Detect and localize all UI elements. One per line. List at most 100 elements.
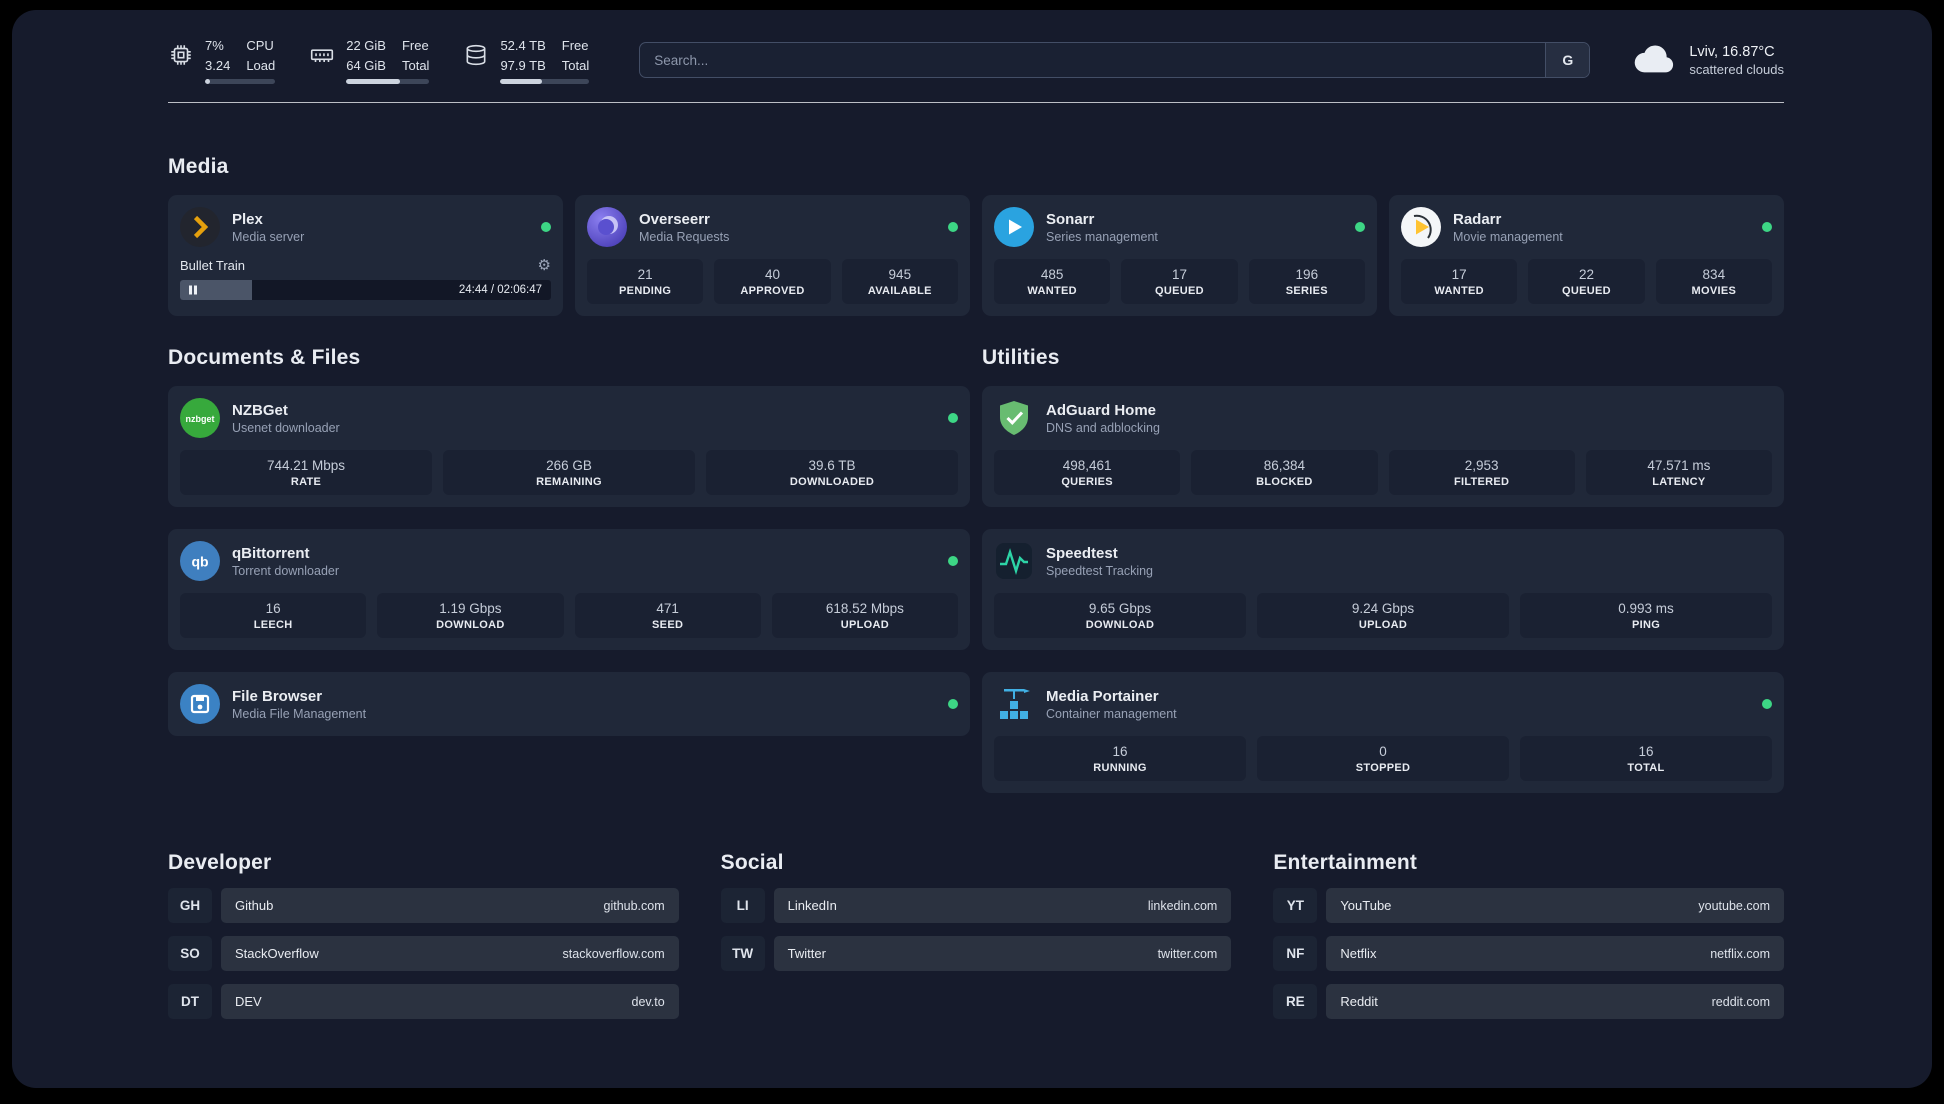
bookmark-abbr: LI <box>720 888 765 923</box>
bookmark-twitter[interactable]: TW Twitter twitter.com <box>720 936 1232 971</box>
dashboard-panel: 7% 3.24 CPU Load <box>12 10 1932 1088</box>
app-card-filebrowser[interactable]: File Browser Media File Management <box>168 672 970 736</box>
search-bar: G <box>639 42 1591 78</box>
app-subtitle: Torrent downloader <box>232 563 340 578</box>
topbar-divider <box>168 102 1784 103</box>
playback-progress-fill <box>180 280 253 300</box>
disk-total-label: Total <box>561 57 590 73</box>
app-subtitle: Series management <box>1046 229 1158 244</box>
bookmark-youtube[interactable]: YT YouTube youtube.com <box>1273 888 1784 923</box>
bookmark-netflix[interactable]: NF Netflix netflix.com <box>1273 936 1784 971</box>
app-subtitle: Speedtest Tracking <box>1046 563 1154 578</box>
bookmark-linkedin[interactable]: LI LinkedIn linkedin.com <box>720 888 1232 923</box>
ram-total-value: 64 GiB <box>346 57 386 73</box>
weather-condition: scattered clouds <box>1689 61 1784 77</box>
bookmark-abbr: NF <box>1273 936 1318 971</box>
bookmark-abbr: DT <box>168 984 212 1019</box>
app-card-sonarr[interactable]: Sonarr Series management 485 WANTED 17 Q… <box>982 195 1377 316</box>
stat-available: 945 AVAILABLE <box>841 259 958 304</box>
ram-values: 22 GiB 64 GiB <box>346 36 386 75</box>
ram-total-label: Total <box>401 57 430 73</box>
bookmark-url: stackoverflow.com <box>562 946 665 961</box>
app-card-qbittorrent[interactable]: qb qBittorrent Torrent downloader 16 <box>168 529 970 650</box>
cpu-load-label: Load <box>246 57 276 73</box>
search-input[interactable] <box>640 43 1546 77</box>
disk-free-value: 52.4 TB <box>500 38 546 53</box>
radarr-icon <box>1401 207 1441 247</box>
section-title-utilities: Utilities <box>982 346 1060 369</box>
now-playing-title: Bullet Train <box>180 258 246 273</box>
bookmark-dev[interactable]: DT DEV dev.to <box>168 984 679 1019</box>
bookmark-abbr: RE <box>1273 984 1318 1019</box>
app-card-portainer[interactable]: Media Portainer Container management 16 … <box>982 672 1784 793</box>
cpu-widget: 7% 3.24 CPU Load <box>168 36 276 84</box>
ram-widget: 22 GiB 64 GiB Free Total <box>309 36 430 84</box>
app-name: Radarr <box>1453 210 1502 228</box>
ram-progress-track <box>346 79 430 84</box>
bookmark-github[interactable]: GH Github github.com <box>168 888 679 923</box>
app-subtitle: DNS and adblocking <box>1046 420 1160 435</box>
stat-latency: 47.571 ms LATENCY <box>1585 450 1772 495</box>
utilities-column: Utilities AdGuard Home DNS and adblockin… <box>982 346 1784 793</box>
stat-queued: 17 QUEUED <box>1121 259 1238 304</box>
app-card-overseerr[interactable]: Overseerr Media Requests 21 PENDING 40 A… <box>575 195 970 316</box>
bookmark-name: YouTube <box>1340 898 1392 913</box>
app-card-adguard[interactable]: AdGuard Home DNS and adblocking 498,461 … <box>982 386 1784 507</box>
app-name: File Browser <box>232 687 323 705</box>
pause-button[interactable] <box>189 285 197 295</box>
svg-text:qb: qb <box>191 554 208 570</box>
bookmark-url: netflix.com <box>1710 946 1770 961</box>
stat-filtered: 2,953 FILTERED <box>1388 450 1575 495</box>
app-subtitle: Media File Management <box>232 706 367 721</box>
app-name: Media Portainer <box>1046 687 1159 705</box>
weather-location: Lviv, 16.87°C <box>1689 43 1775 60</box>
status-dot <box>948 222 958 232</box>
ram-labels: Free Total <box>402 36 429 75</box>
app-name: Sonarr <box>1046 210 1095 228</box>
gear-icon[interactable]: ⚙ <box>537 257 551 274</box>
svg-text:nzbget: nzbget <box>186 414 215 424</box>
playback-progress-bar[interactable]: 24:44 / 02:06:47 <box>180 280 551 300</box>
bookmark-stackoverflow[interactable]: SO StackOverflow stackoverflow.com <box>168 936 679 971</box>
playback-time: 24:44 / 02:06:47 <box>458 284 542 296</box>
disk-icon <box>466 44 486 66</box>
stat-rate: 744.21 Mbps RATE <box>180 450 432 495</box>
app-card-plex[interactable]: Plex Media server Bullet Train ⚙ 24:44 /… <box>168 195 563 316</box>
sonarr-icon <box>994 207 1034 247</box>
app-subtitle: Container management <box>1046 706 1177 721</box>
cpu-icon <box>171 45 191 65</box>
app-card-speedtest[interactable]: Speedtest Speedtest Tracking 9.65 Gbps D… <box>982 529 1784 650</box>
status-dot <box>1355 222 1365 232</box>
speedtest-icon <box>994 541 1034 581</box>
bookmark-abbr: GH <box>168 888 212 923</box>
bookmark-abbr: TW <box>720 936 765 971</box>
stat-download: 9.65 Gbps DOWNLOAD <box>994 593 1246 638</box>
bookmark-url: linkedin.com <box>1147 898 1218 913</box>
bookmark-url: github.com <box>603 898 665 913</box>
stat-queued: 22 QUEUED <box>1528 259 1645 304</box>
app-card-radarr[interactable]: Radarr Movie management 17 WANTED 22 QUE… <box>1389 195 1784 316</box>
documents-column: Documents & Files nzbget NZBGet Usenet d… <box>168 346 970 793</box>
stat-upload: 9.24 Gbps UPLOAD <box>1257 593 1509 638</box>
status-dot <box>948 413 958 423</box>
stat-seed: 471 SEED <box>574 593 761 638</box>
stat-download: 1.19 Gbps DOWNLOAD <box>377 593 564 638</box>
bookmark-reddit[interactable]: RE Reddit reddit.com <box>1273 984 1784 1019</box>
stat-blocked: 86,384 BLOCKED <box>1191 450 1378 495</box>
adguard-icon <box>994 398 1034 438</box>
app-name: Speedtest <box>1046 544 1118 562</box>
app-name: Plex <box>232 210 263 228</box>
section-title-social: Social <box>720 851 784 874</box>
disk-values: 52.4 TB 97.9 TB <box>500 36 545 75</box>
disk-total-value: 97.9 TB <box>500 57 546 73</box>
stat-total: 16 TOTAL <box>1520 736 1772 781</box>
entertainment-column: Entertainment YT YouTube youtube.com NF … <box>1273 851 1784 1019</box>
filebrowser-icon <box>180 684 220 724</box>
disk-progress-fill <box>500 79 543 84</box>
stat-ping: 0.993 ms PING <box>1520 593 1772 638</box>
top-bar: 7% 3.24 CPU Load <box>168 36 1784 84</box>
search-engine-button[interactable]: G <box>1545 43 1590 77</box>
app-card-nzbget[interactable]: nzbget NZBGet Usenet downloader 744.21 M… <box>168 386 970 507</box>
app-name: NZBGet <box>232 401 288 419</box>
cloud-icon <box>1635 45 1674 73</box>
